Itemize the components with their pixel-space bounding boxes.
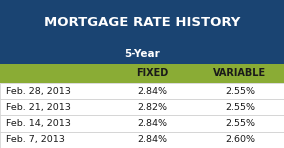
FancyBboxPatch shape [0,44,284,64]
Text: 5-Year: 5-Year [124,49,160,59]
Text: FIXED: FIXED [136,68,168,78]
Text: 2.55%: 2.55% [225,87,255,95]
FancyBboxPatch shape [0,132,284,148]
Text: 2.84%: 2.84% [137,119,167,128]
Text: 2.84%: 2.84% [137,87,167,95]
FancyBboxPatch shape [0,99,284,115]
Text: Feb. 14, 2013: Feb. 14, 2013 [6,119,70,128]
Text: 2.84%: 2.84% [137,135,167,144]
Text: VARIABLE: VARIABLE [213,68,267,78]
Text: 2.55%: 2.55% [225,103,255,112]
Text: Feb. 7, 2013: Feb. 7, 2013 [6,135,64,144]
Text: 2.82%: 2.82% [137,103,167,112]
Text: 2.55%: 2.55% [225,119,255,128]
Text: 2.60%: 2.60% [225,135,255,144]
Text: MORTGAGE RATE HISTORY: MORTGAGE RATE HISTORY [44,16,240,29]
FancyBboxPatch shape [0,64,284,83]
FancyBboxPatch shape [0,83,284,99]
Text: Feb. 21, 2013: Feb. 21, 2013 [6,103,70,112]
FancyBboxPatch shape [0,0,284,44]
FancyBboxPatch shape [0,115,284,132]
Text: Feb. 28, 2013: Feb. 28, 2013 [6,87,70,95]
